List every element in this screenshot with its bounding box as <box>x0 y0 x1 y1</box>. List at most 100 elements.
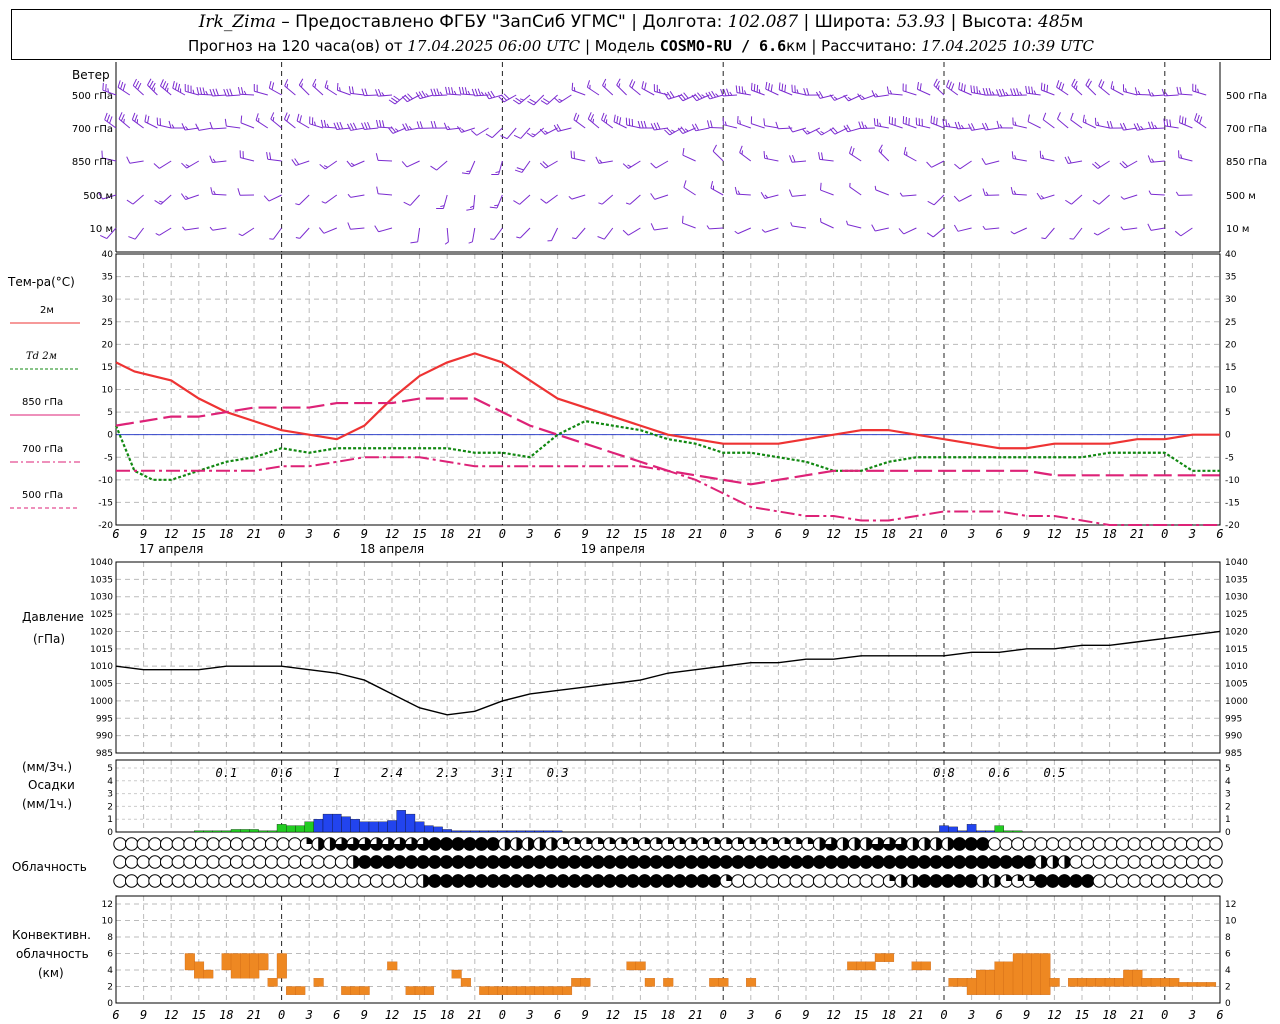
cloud-overcast <box>614 855 629 869</box>
cloud-circle <box>194 874 209 888</box>
wind-barb <box>653 84 669 96</box>
hour-label-bottom: 18 <box>440 1008 454 1022</box>
barb-flag <box>871 90 876 98</box>
wind-barb <box>270 112 282 129</box>
wind-barb <box>1039 150 1055 162</box>
cloud-quarter <box>574 837 581 844</box>
barb-flag <box>132 78 137 86</box>
barb-flag <box>181 123 186 131</box>
barb-flag <box>1010 231 1015 235</box>
barb-flag <box>361 122 365 130</box>
barb-staff <box>129 160 144 164</box>
wind-barb <box>954 160 972 170</box>
barb-flag <box>806 88 810 96</box>
cloud-overcast <box>474 855 489 869</box>
cloud-cell <box>124 837 139 851</box>
cloud-circle <box>1104 874 1118 888</box>
hour-label-bottom: 12 <box>1047 1008 1061 1022</box>
barb-staff <box>157 124 172 129</box>
wind-barb <box>374 225 393 233</box>
wind-barb <box>500 127 517 140</box>
cloud-circle <box>999 837 1013 851</box>
barb-flag <box>1147 89 1152 97</box>
cloud-cell <box>1046 837 1060 851</box>
cloud-half <box>423 874 430 888</box>
barb-staff <box>186 160 200 169</box>
barb-staff <box>134 227 144 240</box>
wind-panel <box>98 78 1207 245</box>
cloud-overcast <box>941 874 955 888</box>
barb-flag <box>1058 81 1062 89</box>
cloud-circle <box>1151 874 1165 888</box>
cloud-cell <box>719 837 733 851</box>
barb-staff <box>159 160 172 169</box>
conv-cloud-bar <box>1077 978 1088 987</box>
barb-staff <box>1150 127 1165 130</box>
barb-staff <box>792 127 807 133</box>
cloud-overcast <box>1069 874 1083 888</box>
wind-barb <box>238 227 255 237</box>
precip-tick-right: 3 <box>1225 790 1231 800</box>
barb-flag <box>1069 238 1074 240</box>
computed-time: 17.04.2025 10:39 UTC <box>921 37 1095 55</box>
wind-barb <box>829 127 848 135</box>
cloud-cell <box>766 837 780 851</box>
cloud-circle <box>241 874 255 888</box>
barb-flag <box>1093 232 1098 236</box>
barb-flag <box>820 182 822 191</box>
wind-barb <box>491 160 503 175</box>
wind-barb <box>981 122 1000 131</box>
conv-cloud-bar <box>1187 982 1198 987</box>
barb-flag <box>421 90 427 98</box>
barb-flag <box>128 236 136 240</box>
wind-barb <box>871 224 889 232</box>
barb-flag <box>333 122 338 130</box>
wind-barb <box>324 80 338 96</box>
cloud-cell <box>1185 874 1200 888</box>
barb-staff <box>296 120 310 129</box>
barb-flag <box>616 115 619 124</box>
cloud-cell <box>661 837 675 851</box>
wind-barb <box>553 94 572 103</box>
cloud-circle <box>1139 874 1153 888</box>
cloud-overcast <box>929 855 943 869</box>
conv-tick-right: 0 <box>1225 999 1231 1009</box>
cloud-three-quarter <box>346 837 360 851</box>
conv-cloud-bar <box>1086 978 1097 987</box>
barb-flag <box>542 161 549 167</box>
temp-tick-right: 40 <box>1225 250 1237 260</box>
cloud-title: Облачность <box>12 860 87 874</box>
wind-barb <box>1012 117 1027 129</box>
barb-flag <box>291 159 297 166</box>
wind-barb <box>240 115 255 129</box>
barb-staff <box>601 194 614 205</box>
cloud-three-quarter <box>381 837 395 851</box>
barb-flag <box>763 151 766 159</box>
precip-bar <box>359 821 370 833</box>
temp-tick-left: 10 <box>102 386 114 396</box>
barb-flag <box>847 96 852 101</box>
conv-cloud-bar <box>644 978 655 987</box>
cloud-circle <box>358 874 372 888</box>
barb-staff <box>460 93 475 96</box>
wind-barb <box>539 160 558 169</box>
wind-barb <box>388 94 407 105</box>
conv-cloud-bar <box>709 978 720 987</box>
cloud-circle <box>288 855 302 869</box>
cloud-cell <box>124 874 139 888</box>
barb-flag <box>272 116 275 122</box>
hour-label-top: 3 <box>967 527 975 541</box>
barb-flag <box>126 156 131 164</box>
barb-staff <box>709 126 724 129</box>
hour-label-top: 6 <box>1216 527 1223 541</box>
cloud-half <box>353 855 360 869</box>
barb-flag <box>209 88 213 97</box>
cloud-cell <box>579 874 594 888</box>
barb-flag <box>300 83 303 88</box>
barb-flag <box>664 92 669 100</box>
barb-staff <box>1026 92 1041 96</box>
cloud-quarter <box>656 837 663 844</box>
hour-label-top: 21 <box>247 527 261 541</box>
hour-label-bottom: 18 <box>661 1008 675 1022</box>
barb-flag <box>1025 85 1028 94</box>
